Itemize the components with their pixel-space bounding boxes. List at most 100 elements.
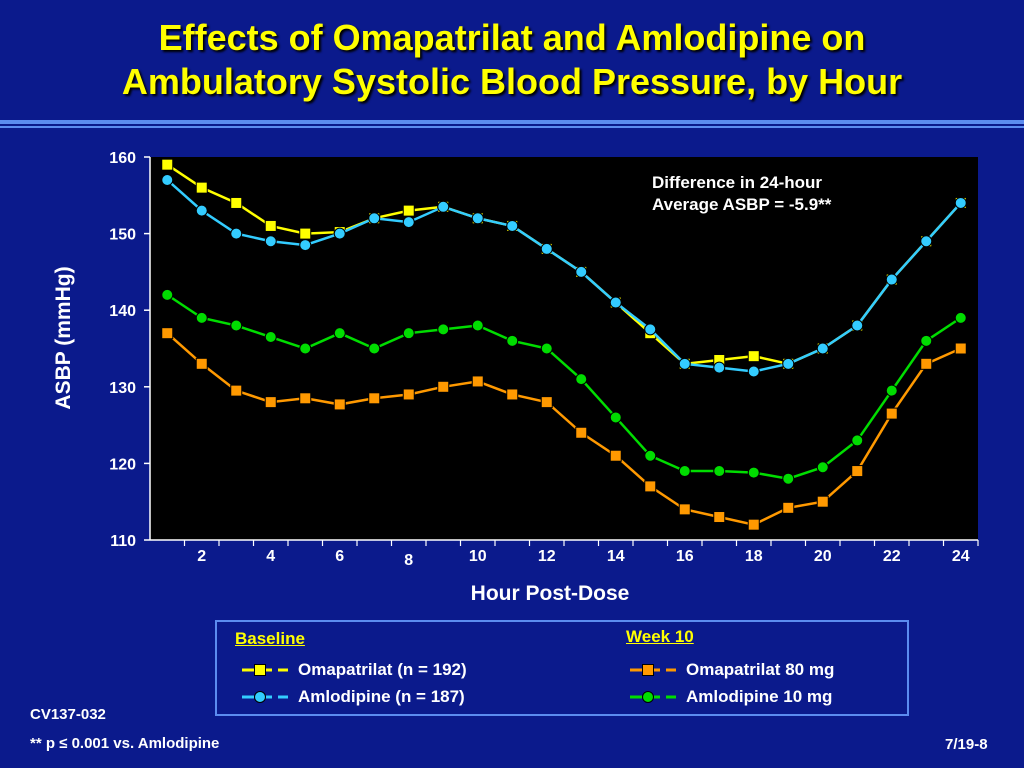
data-point [264, 396, 277, 409]
data-point [713, 465, 726, 478]
y-axis-title: ASBP (mmHg) [52, 266, 75, 409]
data-point [885, 407, 898, 420]
data-point [333, 398, 346, 411]
data-point [816, 461, 829, 474]
series-3 [161, 288, 967, 485]
data-point [299, 239, 312, 252]
x-tick-label: 22 [883, 548, 901, 565]
legend-swatch-yellow-square [242, 664, 288, 676]
data-point [402, 388, 415, 401]
x-tick-label: 10 [469, 548, 487, 565]
annotation-difference: Difference in 24-hour Average ASBP = -5.9… [652, 173, 832, 214]
legend-swatch-marker [254, 691, 266, 703]
legend-item-omapatrilat-week10: Omapatrilat 80 mg [628, 659, 834, 681]
legend-box [215, 620, 909, 716]
data-point [540, 242, 553, 255]
data-point [368, 392, 381, 405]
data-point [230, 319, 243, 332]
y-tick-label: 120 [109, 456, 136, 473]
y-tick-label: 140 [109, 303, 136, 320]
data-point [954, 311, 967, 324]
series-2 [161, 327, 967, 531]
data-point [644, 449, 657, 462]
data-point [954, 342, 967, 355]
data-point [609, 296, 622, 309]
data-point [299, 392, 312, 405]
x-tick-label: 12 [538, 548, 556, 565]
data-point [195, 357, 208, 370]
data-point [920, 235, 933, 248]
data-point [747, 350, 760, 363]
data-point [816, 342, 829, 355]
data-point [816, 495, 829, 508]
data-point [782, 357, 795, 370]
data-point [678, 465, 691, 478]
data-point [678, 357, 691, 370]
legend-swatch-marker [642, 664, 654, 676]
legend-swatch-marker [254, 664, 266, 676]
x-tick-label: 8 [404, 552, 413, 569]
legend-swatch-marker [642, 691, 654, 703]
data-point [368, 212, 381, 225]
data-point [713, 361, 726, 374]
x-tick-label: 14 [607, 548, 625, 565]
legend-label: Omapatrilat 80 mg [686, 660, 835, 679]
data-point [782, 501, 795, 514]
series-1 [161, 173, 967, 378]
data-point [230, 196, 243, 209]
title-divider [0, 120, 1024, 124]
data-point [471, 375, 484, 388]
data-point [437, 200, 450, 213]
data-point [471, 319, 484, 332]
data-point [195, 311, 208, 324]
y-tick-label: 160 [109, 150, 136, 167]
x-tick-label: 18 [745, 548, 763, 565]
data-point [506, 388, 519, 401]
data-point [540, 396, 553, 409]
legend-item-omapatrilat-baseline: Omapatrilat (n = 192) [240, 659, 467, 681]
data-point [299, 342, 312, 355]
significance-footnote: ** p ≤ 0.001 vs. Amlodipine [30, 735, 220, 752]
data-point [575, 265, 588, 278]
data-point [575, 373, 588, 386]
series-line [166, 293, 962, 481]
data-point [437, 323, 450, 336]
legend-swatch-cyan-circle [242, 691, 288, 703]
data-point [747, 466, 760, 479]
legend-item-amlodipine-baseline: Amlodipine (n = 187) [240, 686, 465, 708]
data-point [299, 227, 312, 240]
x-tick-label: 6 [335, 548, 344, 565]
data-point [609, 449, 622, 462]
data-point [161, 173, 174, 186]
data-point [609, 411, 622, 424]
data-point [402, 216, 415, 229]
data-point [437, 380, 450, 393]
y-tick-label: 130 [109, 380, 136, 397]
x-tick-label: 2 [197, 548, 206, 565]
slide-number: 7/19-8 [945, 736, 988, 753]
plot-area [150, 157, 978, 540]
data-point [644, 323, 657, 336]
x-axis-title: Hour Post-Dose [471, 582, 630, 605]
data-point [402, 204, 415, 217]
data-point [264, 331, 277, 344]
data-point [161, 288, 174, 301]
data-point [954, 196, 967, 209]
data-point [851, 319, 864, 332]
data-point [644, 480, 657, 493]
legend-swatch-orange-square [630, 664, 676, 676]
data-point [540, 342, 553, 355]
data-point [333, 327, 346, 340]
data-point [747, 365, 760, 378]
legend-label: Amlodipine 10 mg [686, 687, 833, 706]
x-tick-label: 24 [952, 548, 970, 565]
data-point [885, 273, 898, 286]
y-tick-label: 150 [109, 227, 136, 244]
legend-swatch-green-circle [630, 691, 676, 703]
data-point [713, 511, 726, 524]
data-point [230, 227, 243, 240]
data-point [368, 342, 381, 355]
data-point [161, 158, 174, 171]
legend-item-amlodipine-week10: Amlodipine 10 mg [628, 686, 832, 708]
